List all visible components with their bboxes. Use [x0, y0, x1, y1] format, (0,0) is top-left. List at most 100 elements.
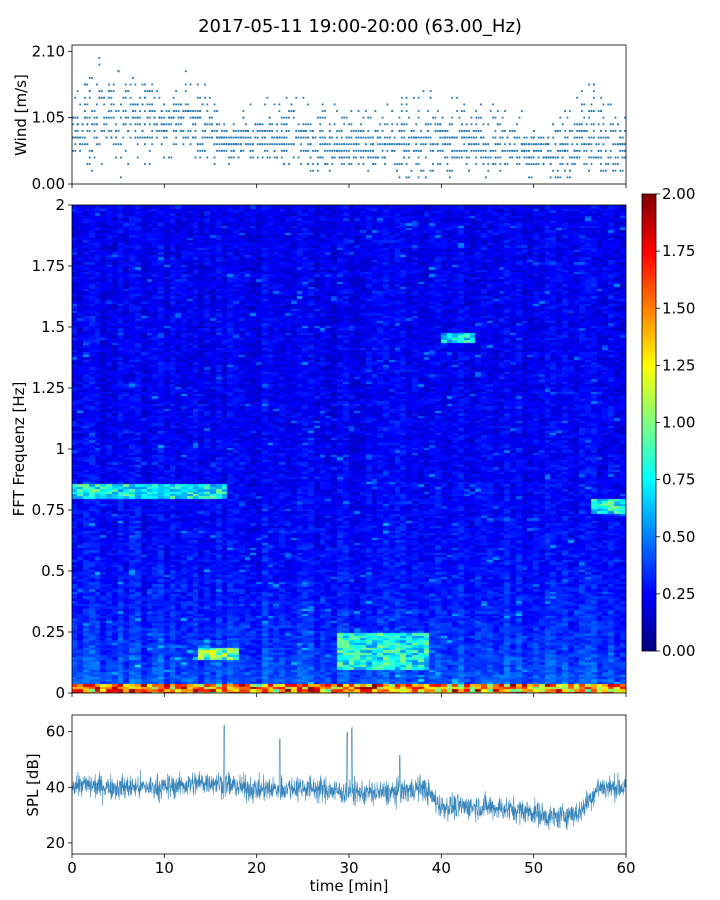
wind-point [549, 176, 552, 179]
wind-point [357, 143, 360, 146]
wind-point [492, 103, 494, 106]
wind-point [590, 163, 593, 165]
wind-point [369, 136, 372, 139]
wind-point [196, 83, 199, 86]
wind-point [367, 136, 370, 139]
wind-point [148, 103, 151, 106]
wind-point [302, 130, 305, 132]
wind-point [165, 130, 168, 132]
wind-point [350, 130, 353, 132]
wind-point [592, 110, 595, 112]
wind-point [86, 83, 89, 86]
colorbar-tick-label: 1.25 [662, 356, 695, 374]
wind-point [578, 156, 581, 159]
wind-point [108, 130, 110, 132]
wind-point [513, 143, 516, 146]
wind-point [96, 83, 98, 86]
wind-point [254, 136, 257, 139]
wind-point [448, 136, 451, 139]
wind-point [523, 136, 526, 139]
wind-point [619, 143, 622, 146]
wind-point [453, 156, 456, 159]
wind-point [364, 136, 367, 139]
wind-point [148, 149, 151, 152]
wind-point [350, 136, 353, 139]
wind-point [475, 156, 478, 159]
wind-point [360, 156, 362, 159]
wind-point [120, 116, 122, 119]
wind-point [192, 136, 194, 139]
wind-point [206, 123, 209, 126]
colorbar-tick-label: 0.00 [662, 642, 695, 660]
wind-point [199, 96, 202, 99]
wind-point [439, 149, 442, 152]
wind-point [468, 136, 470, 139]
wind-point [122, 136, 125, 139]
wind-point [288, 130, 290, 132]
wind-point [384, 163, 386, 165]
wind-point [151, 130, 154, 132]
wind-point [223, 136, 226, 139]
wind-point [607, 156, 610, 159]
wind-point [422, 136, 425, 139]
wind-point [499, 156, 502, 159]
wind-point [621, 156, 624, 159]
wind-point [513, 136, 516, 139]
wind-point [136, 123, 139, 126]
wind-point [146, 116, 149, 119]
wind-point [81, 123, 84, 126]
wind-point [513, 149, 516, 152]
wind-point [472, 143, 475, 146]
wind-point [115, 130, 118, 132]
wind-point [576, 96, 578, 99]
wind-point [448, 176, 451, 179]
wind-point [571, 130, 574, 132]
wind-point [352, 143, 355, 146]
wind-point [624, 130, 626, 132]
wind-point [554, 176, 557, 179]
wind-point [93, 136, 96, 139]
wind-point [590, 156, 593, 159]
wind-point [280, 116, 283, 119]
wind-point [386, 149, 389, 152]
wind-point [163, 123, 166, 126]
wind-point [592, 123, 595, 126]
wind-point [446, 130, 449, 132]
wind-point [585, 143, 588, 146]
wind-point [194, 130, 197, 132]
wind-point [316, 149, 319, 152]
wind-point [153, 123, 156, 126]
wind-point [484, 156, 487, 159]
wind-point [487, 169, 490, 172]
wind-point [297, 136, 300, 139]
wind-point [194, 116, 197, 119]
wind-point [76, 130, 79, 132]
wind-point [240, 136, 242, 139]
spl-trace [71, 724, 627, 831]
wind-point [396, 123, 398, 126]
wind-point [439, 163, 442, 165]
wind-point [609, 103, 612, 106]
wind-point [362, 156, 365, 159]
wind-point [369, 143, 372, 146]
wind-point [283, 163, 286, 165]
wind-point [583, 149, 586, 152]
wind-point [264, 136, 266, 139]
wind-point [549, 149, 552, 152]
wind-point [540, 149, 542, 152]
wind-point [96, 103, 98, 106]
wind-point [264, 103, 266, 106]
wind-point [158, 96, 161, 99]
wind-point [348, 163, 350, 165]
wind-point [261, 123, 264, 126]
wind-point [112, 90, 115, 93]
wind-point [451, 149, 454, 152]
wind-point [324, 110, 326, 112]
wind-point [199, 116, 202, 119]
wind-point [285, 143, 288, 146]
wind-point [367, 156, 370, 159]
wind-point [590, 149, 593, 152]
wind-point [115, 136, 118, 139]
wind-point [624, 149, 626, 152]
wind-point [451, 156, 454, 159]
